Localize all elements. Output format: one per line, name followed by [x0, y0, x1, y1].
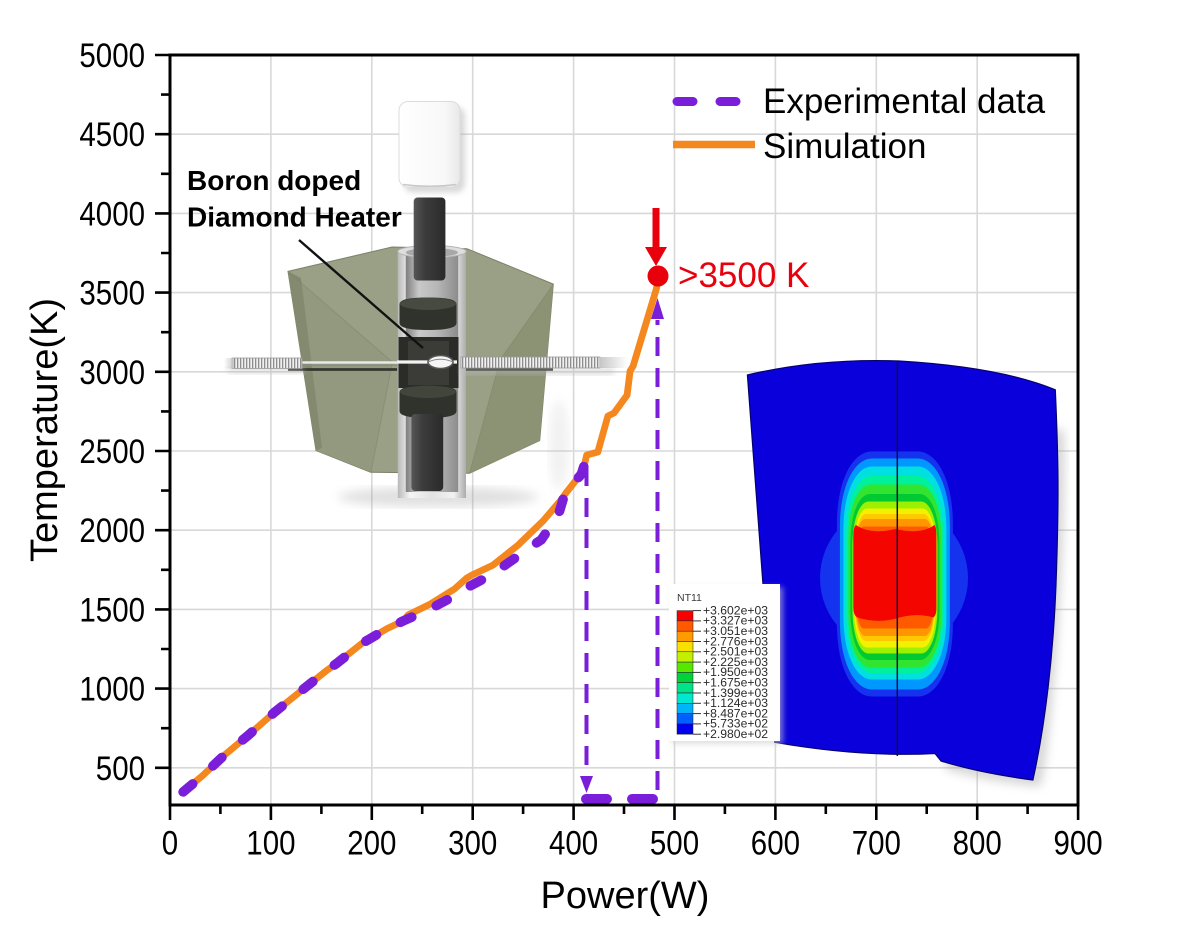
- svg-text:Diamond Heater: Diamond Heater: [187, 202, 402, 233]
- svg-text:+8.487e+02: +8.487e+02: [703, 708, 768, 720]
- svg-text:Power(W): Power(W): [541, 875, 710, 917]
- svg-text:800: 800: [953, 825, 1002, 863]
- svg-text:NT11: NT11: [677, 592, 702, 604]
- svg-text:+3.051e+03: +3.051e+03: [703, 626, 768, 638]
- svg-text:+2.501e+03: +2.501e+03: [703, 647, 768, 659]
- svg-text:400: 400: [549, 825, 598, 863]
- svg-text:4000: 4000: [79, 195, 145, 233]
- svg-text:+1.675e+03: +1.675e+03: [703, 678, 768, 690]
- svg-text:4500: 4500: [79, 116, 145, 154]
- svg-text:+2.980e+02: +2.980e+02: [703, 729, 768, 741]
- svg-text:+3.327e+03: +3.327e+03: [703, 616, 768, 628]
- svg-text:+1.124e+03: +1.124e+03: [703, 698, 768, 710]
- svg-text:+1.399e+03: +1.399e+03: [703, 688, 768, 700]
- svg-text:>3500 K: >3500 K: [678, 256, 809, 295]
- svg-text:5000: 5000: [79, 37, 145, 75]
- svg-text:3000: 3000: [79, 354, 145, 392]
- svg-text:500: 500: [650, 825, 699, 863]
- svg-text:300: 300: [448, 825, 497, 863]
- svg-text:+5.733e+02: +5.733e+02: [703, 719, 768, 731]
- svg-text:600: 600: [751, 825, 800, 863]
- svg-text:900: 900: [1054, 825, 1103, 863]
- svg-text:100: 100: [246, 825, 295, 863]
- svg-text:+1.950e+03: +1.950e+03: [703, 667, 768, 679]
- svg-text:Boron doped: Boron doped: [187, 165, 361, 196]
- svg-text:Simulation: Simulation: [763, 127, 926, 166]
- svg-text:+2.776e+03: +2.776e+03: [703, 636, 768, 648]
- svg-text:+3.602e+03: +3.602e+03: [703, 605, 768, 617]
- svg-text:1500: 1500: [79, 591, 145, 629]
- svg-text:Temperature(K): Temperature(K): [24, 298, 66, 562]
- svg-text:3500: 3500: [79, 275, 145, 313]
- svg-text:1000: 1000: [79, 671, 145, 709]
- svg-text:Experimental data: Experimental data: [763, 82, 1046, 121]
- svg-text:200: 200: [347, 825, 396, 863]
- svg-text:500: 500: [96, 750, 145, 788]
- svg-text:700: 700: [852, 825, 901, 863]
- svg-text:+2.225e+03: +2.225e+03: [703, 657, 768, 669]
- svg-text:2500: 2500: [79, 433, 145, 471]
- svg-text:0: 0: [162, 825, 178, 863]
- svg-text:2000: 2000: [79, 512, 145, 550]
